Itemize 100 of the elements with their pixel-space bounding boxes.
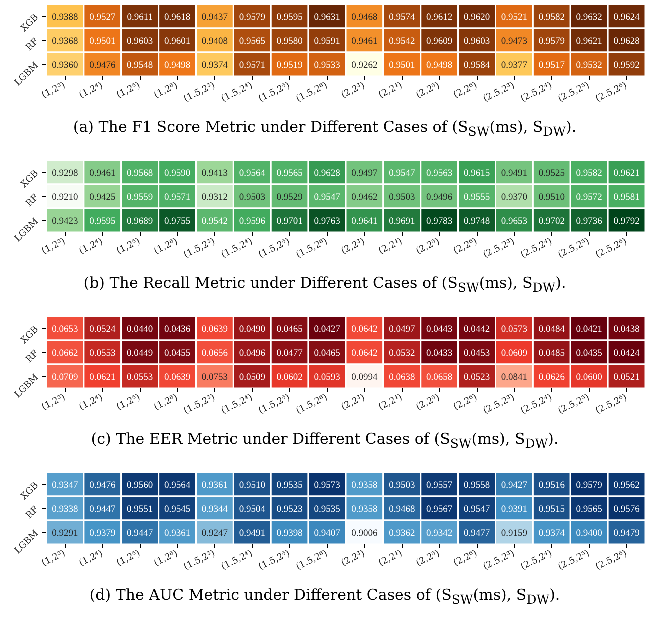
data-label: 0.0602: [276, 373, 304, 383]
data-label: 0.0656: [202, 349, 228, 359]
data-label: 0.0642: [352, 349, 378, 359]
data-label: 0.9548: [127, 61, 154, 71]
data-label: 0.9370: [501, 193, 528, 203]
data-label: 0.9701: [276, 217, 304, 227]
data-label: 0.9519: [276, 61, 304, 71]
data-label: 0.9523: [276, 505, 304, 515]
data-label: 0.0593: [314, 373, 341, 383]
data-label: 0.9247: [202, 529, 228, 539]
data-label: 0.9590: [164, 169, 191, 179]
y-tick-label: RF: [24, 504, 41, 522]
data-label: 0.9595: [90, 217, 116, 227]
data-label: 0.9368: [52, 37, 79, 47]
data-label: 0.9517: [538, 61, 566, 71]
data-label: 0.9620: [464, 13, 490, 23]
data-label: 0.9562: [614, 481, 640, 491]
data-label: 0.9576: [614, 505, 640, 515]
data-label: 0.9498: [164, 61, 191, 71]
data-label: 0.0553: [90, 349, 116, 359]
data-label: 0.9628: [314, 169, 341, 179]
data-label: 0.9510: [538, 193, 566, 203]
data-label: 0.9551: [127, 505, 154, 515]
data-label: 0.9618: [164, 13, 191, 23]
data-label: 0.0440: [127, 325, 154, 335]
y-tick-label: RF: [24, 192, 41, 210]
data-label: 0.9574: [389, 13, 416, 23]
data-label: 0.9573: [314, 481, 341, 491]
data-label: 0.9621: [614, 169, 640, 179]
data-label: 0.9447: [127, 529, 154, 539]
data-label: 0.9391: [501, 505, 528, 515]
data-label: 0.9479: [614, 529, 640, 539]
data-label: 0.9423: [52, 217, 79, 227]
text: (c) The EER Metric under Different Cases of (S$_{SW}$(ms), S$_{DW}$).: [90, 429, 560, 453]
y-tick-label: RF: [24, 348, 41, 366]
data-label: 0.9413: [202, 169, 228, 179]
data-label: 0.0424: [614, 349, 640, 359]
data-label: 0.9568: [127, 169, 154, 179]
data-label: 0.9641: [352, 217, 378, 227]
data-label: 0.9621: [576, 37, 603, 47]
data-label: 0.9653: [501, 217, 528, 227]
data-label: 0.0642: [352, 325, 378, 335]
data-label: 0.0442: [464, 325, 490, 335]
data-label: 0.9510: [239, 481, 266, 491]
data-label: 0.9624: [614, 13, 640, 23]
text: (a) The F1 Score Metric under Different Cases of (S$_{SW}$(ms), S$_{DW}$).: [72, 117, 578, 141]
data-label: 0.0994: [352, 373, 378, 383]
data-label: 0.0497: [389, 325, 416, 335]
data-label: 0.9342: [426, 529, 453, 539]
data-label: 0.9564: [164, 481, 191, 491]
data-label: 0.9427: [501, 481, 528, 491]
data-label: 0.9516: [538, 481, 566, 491]
data-label: 0.9545: [164, 505, 191, 515]
data-label: 0.9560: [127, 481, 154, 491]
data-label: 0.9535: [314, 505, 341, 515]
data-label: 0.9262: [352, 61, 378, 71]
data-label: 0.9579: [576, 481, 603, 491]
data-label: 0.0477: [276, 349, 304, 359]
data-label: 0.9361: [164, 529, 191, 539]
data-label: 0.9547: [314, 193, 341, 203]
data-label: 0.9400: [576, 529, 603, 539]
data-label: 0.0662: [52, 349, 79, 359]
data-label: 0.9615: [464, 169, 490, 179]
data-label: 0.9159: [501, 529, 528, 539]
data-label: 0.9603: [127, 37, 154, 47]
data-label: 0.9501: [90, 37, 116, 47]
data-label: 0.9358: [352, 505, 378, 515]
data-label: 0.9521: [501, 13, 528, 23]
data-label: 0.0455: [164, 349, 191, 359]
data-label: 0.9374: [538, 529, 566, 539]
data-label: 0.9525: [538, 169, 566, 179]
data-label: 0.9591: [314, 37, 341, 47]
data-label: 0.9468: [352, 13, 378, 23]
data-label: 0.0496: [239, 349, 266, 359]
data-label: 0.9542: [202, 217, 228, 227]
data-label: 0.0841: [501, 373, 528, 383]
data-label: 0.0658: [426, 373, 453, 383]
data-label: 0.9408: [202, 37, 228, 47]
data-label: 0.9347: [52, 481, 79, 491]
data-label: 0.0524: [90, 325, 116, 335]
data-label: 0.0436: [164, 325, 191, 335]
data-label: 0.9447: [90, 505, 116, 515]
data-label: 0.9755: [164, 217, 191, 227]
data-label: 0.0435: [576, 349, 603, 359]
data-label: 0.9361: [202, 481, 228, 491]
data-label: 0.9360: [52, 61, 79, 71]
data-label: 0.0453: [464, 349, 490, 359]
data-label: 0.9579: [538, 37, 566, 47]
data-label: 0.9468: [389, 505, 416, 515]
data-label: 0.9477: [464, 529, 490, 539]
data-label: 0.0553: [127, 373, 154, 383]
data-label: 0.9491: [501, 169, 528, 179]
data-label: 0.9527: [90, 13, 116, 23]
data-label: 0.0639: [202, 325, 228, 335]
data-label: 0.9557: [426, 481, 453, 491]
data-label: 0.9344: [202, 505, 228, 515]
data-label: 0.0523: [464, 373, 490, 383]
data-label: 0.9476: [90, 61, 116, 71]
data-label: 0.9398: [276, 529, 304, 539]
data-label: 0.0490: [239, 325, 266, 335]
